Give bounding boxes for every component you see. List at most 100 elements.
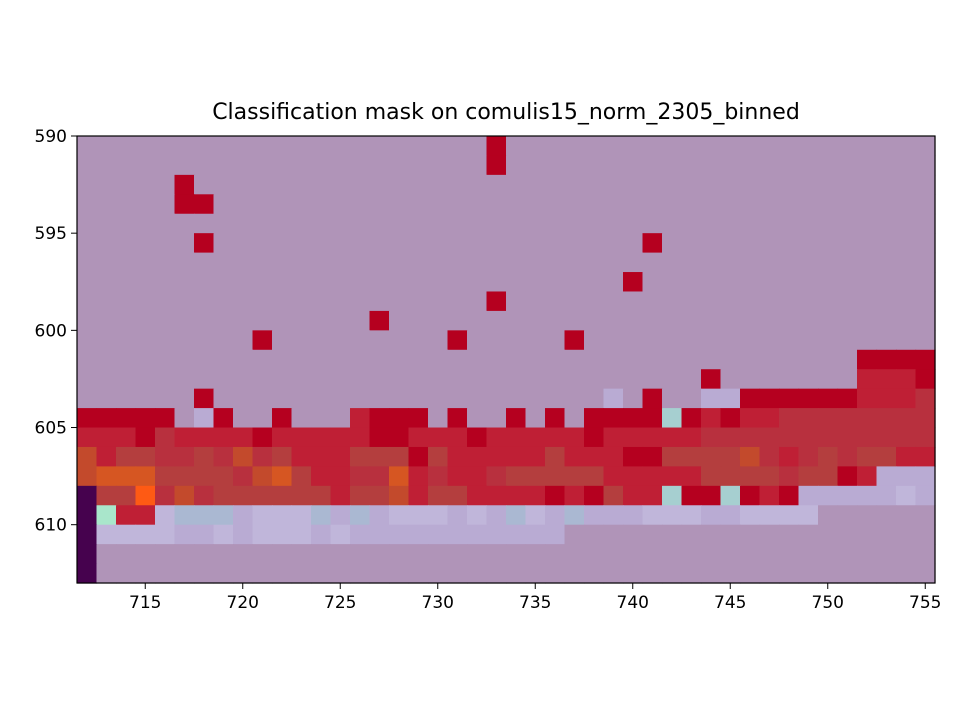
heatmap-cell — [272, 213, 293, 234]
heatmap-cell — [369, 310, 390, 331]
heatmap-cell — [467, 369, 488, 390]
heatmap-cell — [252, 330, 273, 351]
heatmap-cell — [233, 388, 254, 409]
heatmap-cell — [408, 310, 429, 331]
heatmap-cell — [428, 330, 449, 351]
heatmap-cell — [584, 349, 605, 370]
heatmap-cell — [233, 466, 254, 487]
heatmap-cell — [213, 563, 234, 584]
heatmap-cell — [876, 349, 897, 370]
heatmap-cell — [720, 388, 741, 409]
heatmap-cell — [194, 544, 215, 565]
heatmap-cell — [896, 213, 917, 234]
heatmap-cell — [545, 524, 566, 545]
heatmap-cell — [428, 291, 449, 312]
heatmap-cell — [818, 291, 839, 312]
heatmap-cell — [915, 310, 936, 331]
heatmap-cell — [174, 310, 195, 331]
heatmap-cell — [642, 466, 663, 487]
heatmap-cell — [642, 427, 663, 448]
heatmap-cell — [779, 330, 800, 351]
heatmap-cell — [642, 524, 663, 545]
heatmap-cell — [896, 505, 917, 526]
heatmap-cell — [701, 291, 722, 312]
heatmap-cell — [389, 446, 410, 467]
heatmap-cell — [720, 330, 741, 351]
heatmap-cell — [213, 330, 234, 351]
chart-title: Classification mask on comulis15_norm_23… — [212, 100, 800, 125]
heatmap-cell — [447, 369, 468, 390]
heatmap-cell — [681, 466, 702, 487]
x-tick-label: 755 — [909, 593, 941, 613]
heatmap-cell — [447, 155, 468, 176]
heatmap-cell — [155, 136, 176, 157]
heatmap-cell — [272, 427, 293, 448]
heatmap-cell — [213, 252, 234, 273]
heatmap-cell — [681, 272, 702, 293]
heatmap-cell — [408, 155, 429, 176]
heatmap-cell — [155, 369, 176, 390]
heatmap-cell — [77, 272, 98, 293]
heatmap-cell — [584, 427, 605, 448]
heatmap-cell — [233, 408, 254, 429]
heatmap-cell — [467, 446, 488, 467]
heatmap-cell — [915, 252, 936, 273]
heatmap-cell — [350, 524, 371, 545]
heatmap-cell — [428, 194, 449, 215]
heatmap-cell — [584, 330, 605, 351]
heatmap-cell — [194, 524, 215, 545]
heatmap-cell — [564, 291, 585, 312]
heatmap-cell — [915, 369, 936, 390]
heatmap-cell — [350, 233, 371, 254]
heatmap-cell — [701, 330, 722, 351]
heatmap-cell — [252, 310, 273, 331]
heatmap-cell — [252, 233, 273, 254]
heatmap-cell — [915, 427, 936, 448]
heatmap-cell — [642, 252, 663, 273]
heatmap-cell — [311, 310, 332, 331]
heatmap-cell — [564, 330, 585, 351]
heatmap-cell — [174, 155, 195, 176]
heatmap-cell — [369, 505, 390, 526]
heatmap-cell — [506, 252, 527, 273]
heatmap-cell — [233, 272, 254, 293]
heatmap-cell — [369, 252, 390, 273]
heatmap-cell — [272, 252, 293, 273]
heatmap-cell — [564, 524, 585, 545]
heatmap-cell — [291, 252, 312, 273]
heatmap-cell — [135, 233, 156, 254]
heatmap-cell — [116, 213, 137, 234]
heatmap-cell — [135, 446, 156, 467]
heatmap-cell — [779, 485, 800, 506]
heatmap-cell — [779, 524, 800, 545]
heatmap-cell — [96, 174, 117, 195]
heatmap-cell — [701, 388, 722, 409]
heatmap-cell — [77, 136, 98, 157]
heatmap-cell — [506, 136, 527, 157]
heatmap-cell — [116, 174, 137, 195]
heatmap-cell — [876, 252, 897, 273]
heatmap-cell — [369, 485, 390, 506]
heatmap-cell — [467, 310, 488, 331]
heatmap-cell — [467, 174, 488, 195]
heatmap-cell — [564, 369, 585, 390]
heatmap-cell — [233, 213, 254, 234]
heatmap-cell — [525, 155, 546, 176]
heatmap-cell — [135, 563, 156, 584]
heatmap-cell — [915, 136, 936, 157]
heatmap-cell — [486, 505, 507, 526]
heatmap-cell — [291, 233, 312, 254]
heatmap-cell — [662, 174, 683, 195]
heatmap-cell — [837, 330, 858, 351]
heatmap-cell — [389, 233, 410, 254]
heatmap-cell — [818, 233, 839, 254]
heatmap-cell — [291, 272, 312, 293]
heatmap-cell — [311, 485, 332, 506]
heatmap-cell — [506, 408, 527, 429]
heatmap-cell — [662, 291, 683, 312]
heatmap-cell — [759, 505, 780, 526]
heatmap-cell — [603, 213, 624, 234]
heatmap-cell — [662, 194, 683, 215]
heatmap-cell — [642, 388, 663, 409]
heatmap-cell — [798, 194, 819, 215]
